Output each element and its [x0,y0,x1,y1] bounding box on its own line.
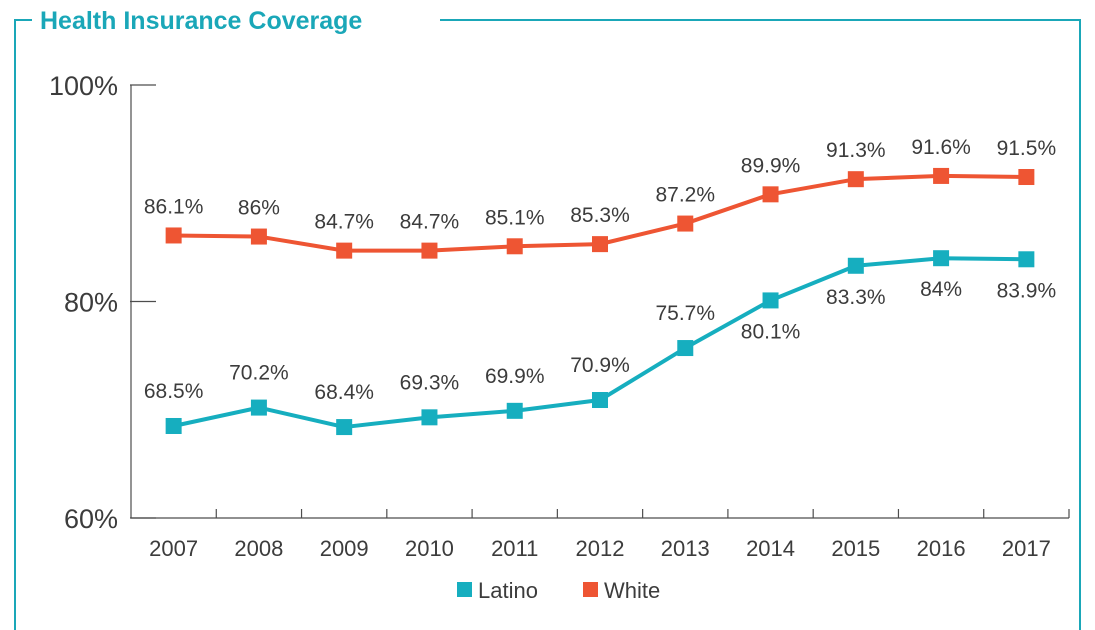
data-point-white [165,227,182,244]
data-point-latino [165,417,182,434]
frame-right [1079,19,1081,630]
x-tick-label: 2012 [576,536,625,561]
x-tick-label: 2016 [917,536,966,561]
data-point-white [677,215,694,232]
x-tick-label: 2011 [491,536,538,561]
data-label-white: 91.3% [826,139,886,162]
data-label-latino: 84% [920,278,962,301]
data-point-latino [336,419,353,436]
data-label-latino: 83.3% [826,286,886,309]
data-label-latino: 68.5% [144,380,204,403]
x-tick-label: 2008 [234,536,283,561]
data-label-latino: 69.3% [400,371,460,394]
data-point-latino [421,409,438,426]
legend-label-latino: Latino [478,578,538,603]
data-point-white [336,242,353,259]
data-label-latino: 75.7% [655,302,715,325]
y-tick-label: 60% [64,504,118,534]
data-point-white [421,242,438,259]
data-point-latino [592,392,608,409]
x-tick-label: 2007 [149,536,198,561]
data-label-latino: 70.9% [570,354,630,377]
data-label-white: 91.6% [911,136,971,159]
data-label-latino: 68.4% [314,381,374,404]
legend-label-white: White [604,578,660,603]
data-label-white: 85.1% [485,206,545,229]
y-tick-label: 80% [64,288,118,318]
data-label-white: 86% [238,197,280,220]
frame-top-left [14,19,34,21]
data-point-white [1018,169,1035,186]
data-label-white: 84.7% [400,211,460,234]
data-point-latino [933,250,950,267]
data-point-latino [1018,251,1035,268]
legend-swatch-latino [457,582,472,597]
frame-top-right [440,19,1081,21]
x-tick-label: 2009 [320,536,369,561]
legend-swatch-white [583,582,598,597]
x-tick-label: 2015 [831,536,880,561]
y-tick-label: 100% [49,71,118,101]
data-point-latino [847,257,864,274]
data-label-latino: 83.9% [997,279,1057,302]
x-tick-label: 2017 [1002,536,1051,561]
data-point-white [762,186,779,203]
data-point-white [506,238,523,255]
data-label-white: 86.1% [144,195,204,218]
data-label-latino: 70.2% [229,362,289,385]
data-point-white [933,167,950,184]
data-point-latino [762,292,779,309]
data-point-latino [250,399,267,416]
data-label-white: 91.5% [997,137,1057,160]
x-tick-label: 2010 [405,536,454,561]
data-label-latino: 69.9% [485,365,545,388]
x-tick-label: 2013 [661,536,710,561]
data-label-white: 85.3% [570,204,630,227]
frame-left [14,19,16,630]
data-point-latino [506,402,523,419]
data-point-latino [677,340,694,357]
x-tick-label: 2014 [746,536,795,561]
data-label-white: 84.7% [314,211,374,234]
data-point-white [592,236,608,253]
chart-title: Health Insurance Coverage [32,4,371,38]
data-label-white: 89.9% [741,154,801,177]
data-point-white [847,171,864,188]
data-label-latino: 80.1% [741,320,801,343]
data-point-white [250,228,267,245]
data-label-white: 87.2% [655,184,715,207]
